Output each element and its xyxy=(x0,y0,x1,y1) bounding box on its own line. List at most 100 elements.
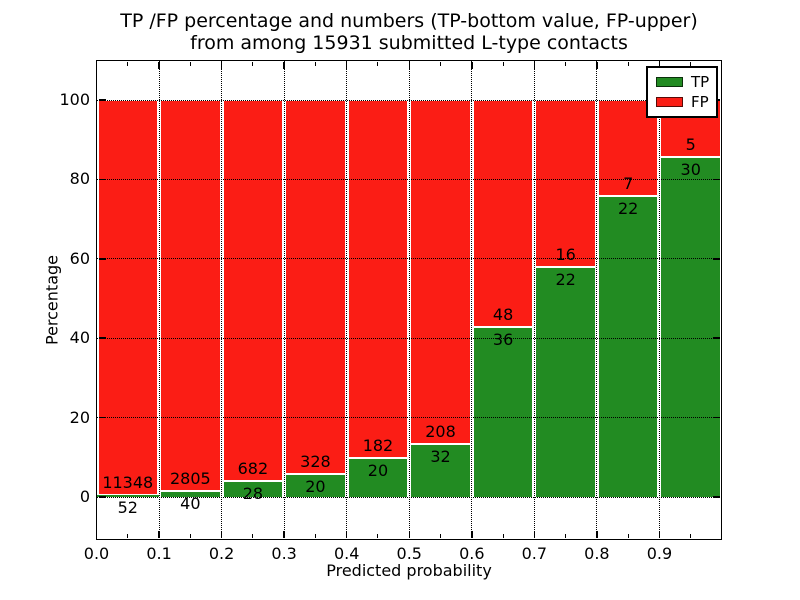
x-tick-major xyxy=(283,62,285,69)
x-tick-label: 0.2 xyxy=(208,544,235,563)
bar-segment-tp-4 xyxy=(346,457,410,497)
y-tick-major xyxy=(713,258,720,260)
bar-label-tp-6: 36 xyxy=(492,329,514,349)
x-tick-major xyxy=(596,531,598,538)
bar-segment-fp-3 xyxy=(284,100,347,475)
bar-label-tp-1: 40 xyxy=(180,494,201,514)
gridline-x-0.1 xyxy=(158,60,160,540)
chart-title-line1: TP /FP percentage and numbers (TP-bottom… xyxy=(120,10,698,32)
x-tick-label: 0.3 xyxy=(271,544,297,563)
x-tick-major xyxy=(596,62,598,69)
bar-segment-tp-0 xyxy=(96,494,160,497)
x-tick-major xyxy=(158,62,160,69)
x-tick-major xyxy=(158,531,160,538)
legend-swatch-tp-icon xyxy=(656,77,683,87)
bar-label-tp-9: 30 xyxy=(680,159,701,179)
x-tick-minor xyxy=(690,534,692,538)
y-tick-major xyxy=(98,178,106,181)
bar-label-fp-4: 182 xyxy=(362,435,394,455)
x-tick-minor xyxy=(314,62,316,66)
x-tick-minor xyxy=(189,62,191,66)
bar-segment-tp-6 xyxy=(471,326,535,497)
x-tick-major xyxy=(471,62,473,69)
x-tick-minor xyxy=(127,62,129,66)
x-tick-major xyxy=(408,62,410,69)
x-tick-major xyxy=(220,62,223,69)
bar-label-tp-8: 22 xyxy=(617,198,639,218)
legend: TP FP xyxy=(646,66,719,118)
bar-label-tp-0: 52 xyxy=(117,498,138,518)
bar-label-tp-2: 28 xyxy=(242,484,264,504)
x-tick-minor xyxy=(627,534,629,538)
x-tick-label: 0.7 xyxy=(521,544,548,563)
x-tick-label: 0.0 xyxy=(83,544,110,563)
bar-label-tp-3: 20 xyxy=(305,477,326,497)
x-tick-major xyxy=(408,531,410,538)
chart-title-line2: from among 15931 submitted L-type contac… xyxy=(190,32,628,54)
bar-label-fp-6: 48 xyxy=(492,304,514,324)
y-tick-label: 100 xyxy=(59,90,90,109)
x-tick-label: 0.4 xyxy=(333,544,360,563)
bar-segment-tp-7 xyxy=(534,267,597,497)
y-tick-major xyxy=(713,416,720,419)
x-tick-major xyxy=(658,62,661,69)
x-tick-minor xyxy=(690,62,692,66)
y-tick-label: 80 xyxy=(69,169,90,189)
y-tick-major xyxy=(713,178,720,181)
x-tick-minor xyxy=(502,62,504,66)
legend-swatch-fp-icon xyxy=(656,97,683,107)
gridline-x-0.3 xyxy=(283,60,285,540)
bar-segment-fp-4 xyxy=(346,100,410,458)
bar-segment-tp-8 xyxy=(596,195,660,497)
bar-label-fp-2: 682 xyxy=(237,459,269,479)
gridline-x-0.8 xyxy=(596,60,598,540)
y-tick-major xyxy=(713,337,720,339)
bar-label-fp-1: 2805 xyxy=(169,469,211,489)
bar-segment-tp-1 xyxy=(159,491,222,497)
bar-segment-tp-3 xyxy=(284,474,347,497)
gridline-x-0.6 xyxy=(471,60,473,540)
y-tick-label: 0 xyxy=(79,487,90,506)
bar-label-fp-3: 328 xyxy=(300,452,331,472)
bar-label-fp-0: 11348 xyxy=(102,473,154,493)
bar-segment-tp-2 xyxy=(221,481,285,497)
x-tick-major xyxy=(345,531,348,538)
gridline-x-0.2 xyxy=(221,60,223,540)
bar-label-tp-5: 32 xyxy=(430,447,451,467)
bar-segment-fp-7 xyxy=(534,100,597,268)
bar-label-tp-4: 20 xyxy=(367,460,389,480)
bar-label-fp-8: 7 xyxy=(623,173,634,193)
y-tick-label: 60 xyxy=(69,248,90,268)
x-tick-label: 0.8 xyxy=(584,544,610,563)
x-tick-major xyxy=(220,531,223,538)
gridline-x-0.9 xyxy=(658,60,660,540)
x-tick-major xyxy=(95,531,98,538)
y-tick-major xyxy=(713,496,720,498)
x-tick-minor xyxy=(252,534,254,538)
x-tick-minor xyxy=(440,62,442,66)
x-tick-label: 0.6 xyxy=(459,544,485,563)
bar-segment-tp-9 xyxy=(659,156,722,497)
x-tick-major xyxy=(95,62,98,69)
legend-item-fp: FP xyxy=(656,92,709,112)
bar-segment-fp-0 xyxy=(96,100,160,496)
legend-label-tp: TP xyxy=(691,73,710,91)
y-tick-major xyxy=(98,496,106,498)
x-tick-minor xyxy=(502,534,504,538)
x-tick-minor xyxy=(377,62,379,66)
axes-spines xyxy=(96,60,722,540)
x-tick-major xyxy=(471,531,473,538)
x-tick-minor xyxy=(127,534,129,538)
legend-label-fp: FP xyxy=(691,93,709,111)
x-tick-minor xyxy=(627,62,629,66)
y-tick-major xyxy=(98,337,106,339)
chart-title: TP /FP percentage and numbers (TP-bottom… xyxy=(96,10,722,54)
y-tick-label: 40 xyxy=(69,328,90,348)
x-tick-minor xyxy=(314,534,316,538)
x-tick-minor xyxy=(565,534,567,538)
gridline-x-0.4 xyxy=(346,60,348,540)
bar-label-fp-5: 208 xyxy=(425,422,456,442)
x-tick-label: 0.5 xyxy=(396,544,422,563)
x-tick-major xyxy=(283,531,285,538)
